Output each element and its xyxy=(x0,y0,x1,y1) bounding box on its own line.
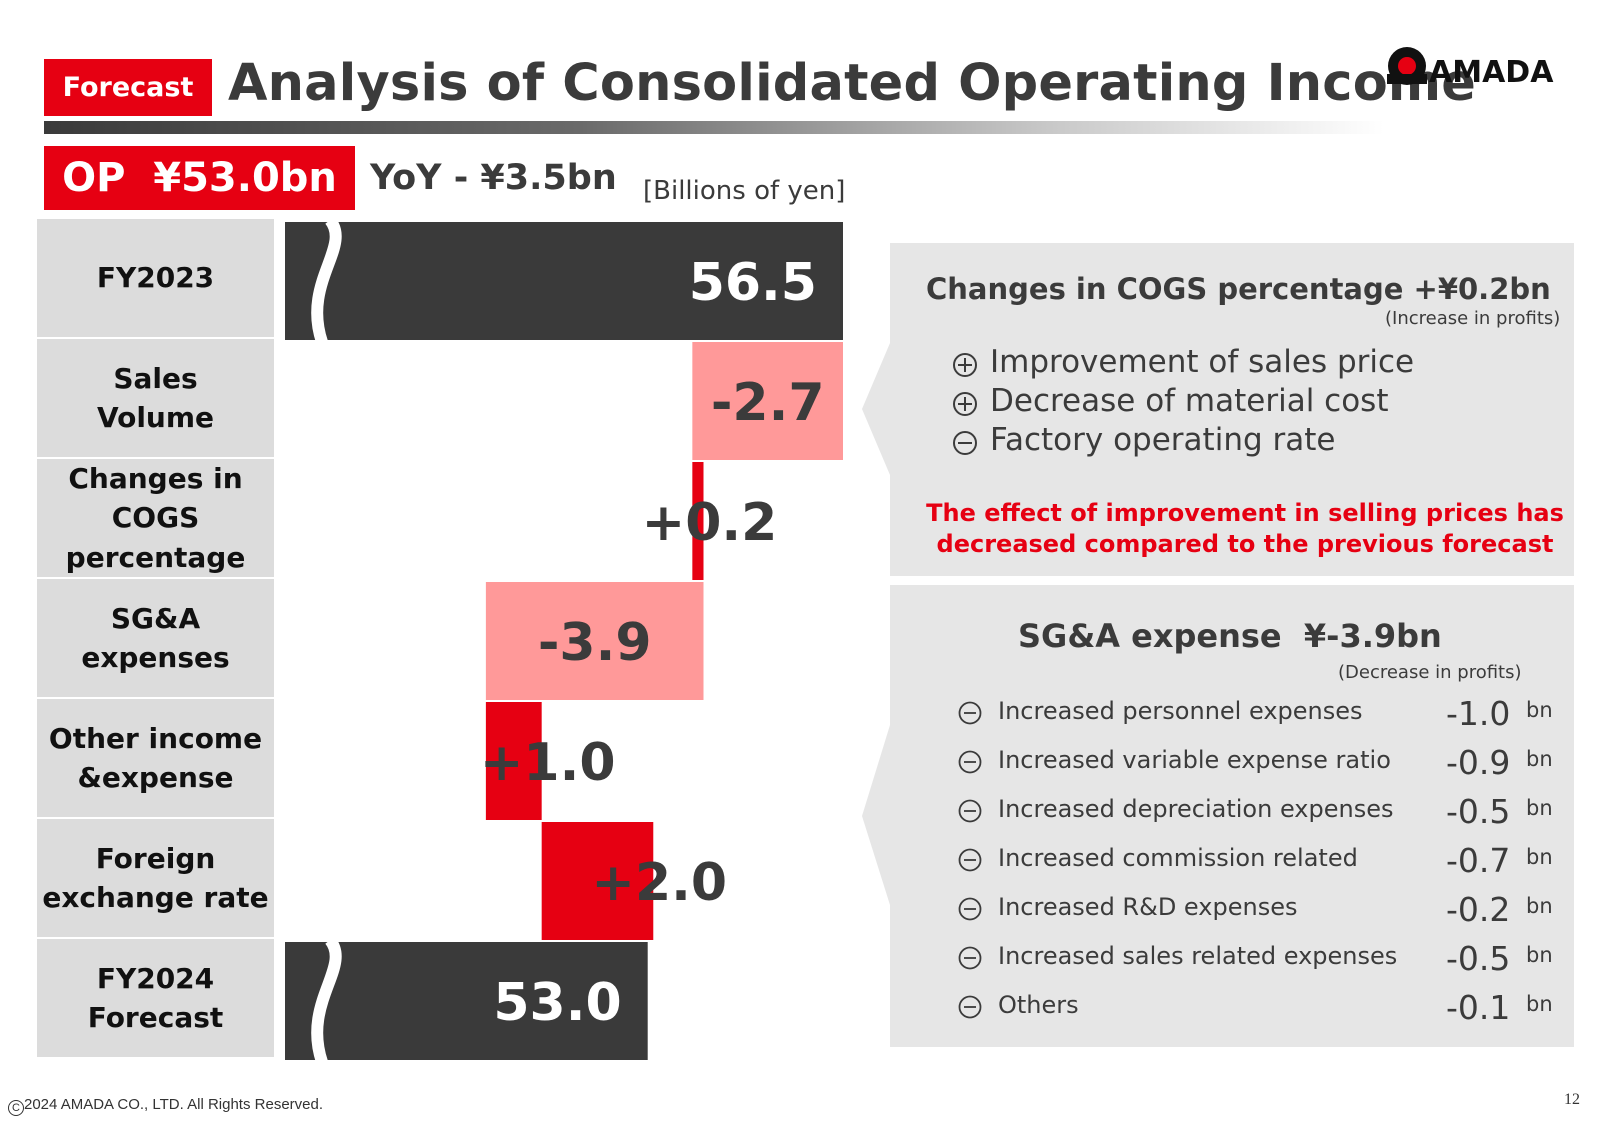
sga-item-value: -1.0 xyxy=(1446,694,1511,733)
page-number: 12 xyxy=(1564,1091,1580,1108)
sga-item-value: -0.5 xyxy=(1446,939,1511,978)
sga-item-value: -0.5 xyxy=(1446,792,1511,831)
minus-circle-icon xyxy=(958,750,982,774)
cogs-note: The effect of improvement in selling pri… xyxy=(926,499,1564,559)
sga-item-unit: bn xyxy=(1526,992,1553,1016)
row-label-fx: Foreign exchange rate xyxy=(37,819,274,937)
sga-item-label: Increased depreciation expenses xyxy=(998,795,1394,823)
sga-item-value: -0.7 xyxy=(1446,841,1511,880)
cogs-item: Factory operating rate xyxy=(990,422,1336,458)
sga-item-label: Increased R&D expenses xyxy=(998,893,1298,921)
waterfall-bar xyxy=(541,822,654,940)
op-total-box: OP ¥53.0bn xyxy=(44,146,355,210)
cogs-panel-bg xyxy=(862,243,1574,576)
data-label: +1.0 xyxy=(480,733,616,793)
sga-item-unit: bn xyxy=(1526,796,1553,820)
page-title: Analysis of Consolidated Operating Incom… xyxy=(228,54,1477,113)
cogs-item: Decrease of material cost xyxy=(990,383,1389,419)
sga-panel-bg xyxy=(862,585,1574,1047)
sga-item-row: Increased sales related expenses -0.5 bn xyxy=(958,939,1558,979)
axis-break-mark xyxy=(311,222,342,344)
minus-circle-icon xyxy=(953,431,977,455)
waterfall-bar xyxy=(285,942,648,1060)
sga-item-unit: bn xyxy=(1526,845,1553,869)
sga-panel-subheading: (Decrease in profits) xyxy=(1338,662,1522,683)
plus-circle-icon xyxy=(953,353,977,377)
logo-wordmark: AMADA xyxy=(1429,55,1554,90)
plus-circle-icon xyxy=(953,392,977,416)
minus-circle-icon xyxy=(958,799,982,823)
copyright-text: 2024 AMADA CO., LTD. All Rights Reserved… xyxy=(24,1096,324,1113)
data-label: 53.0 xyxy=(493,973,621,1033)
minus-circle-icon xyxy=(958,701,982,725)
row-label-fy2024: FY2024 Forecast xyxy=(37,939,274,1057)
sga-item-label: Increased commission related xyxy=(998,844,1358,872)
row-label-sga: SG&A expenses xyxy=(37,579,274,697)
sga-item-row: Increased R&D expenses -0.2 bn xyxy=(958,890,1558,930)
data-label: +0.2 xyxy=(642,493,778,553)
data-label: -3.9 xyxy=(538,613,652,673)
waterfall-chart: 56.5 -2.7 +0.2 -3.9 +1.0 +2.0 53.0 xyxy=(285,222,843,1064)
sga-item-unit: bn xyxy=(1526,943,1553,967)
sga-item-row: Others -0.1 bn xyxy=(958,988,1558,1028)
minus-circle-icon xyxy=(958,946,982,970)
sga-item-row: Increased commission related -0.7 bn xyxy=(958,841,1558,881)
sga-item-unit: bn xyxy=(1526,894,1553,918)
sga-item-value: -0.2 xyxy=(1446,890,1511,929)
data-label: +2.0 xyxy=(591,853,727,913)
sga-item-label: Increased variable expense ratio xyxy=(998,746,1391,774)
cogs-item: Improvement of sales price xyxy=(990,344,1415,380)
forecast-badge: Forecast xyxy=(44,59,212,116)
sga-item-value: -0.9 xyxy=(1446,743,1511,782)
waterfall-bar xyxy=(692,342,843,460)
sga-item-row: Increased depreciation expenses -0.5 bn xyxy=(958,792,1558,832)
data-label: 56.5 xyxy=(689,253,817,313)
sga-item-label: Increased personnel expenses xyxy=(998,697,1363,725)
logo-mark-icon xyxy=(1387,47,1427,85)
yoy-change: YoY - ¥3.5bn xyxy=(370,158,617,198)
copyright-icon: C xyxy=(8,1100,24,1116)
unit-label: [Billions of yen] xyxy=(643,176,846,206)
company-logo: AMADA xyxy=(1387,47,1554,90)
cogs-panel-heading: Changes in COGS percentage +¥0.2bn xyxy=(926,272,1551,306)
waterfall-bar xyxy=(485,582,704,700)
sga-item-label: Others xyxy=(998,991,1079,1019)
sga-panel-heading: SG&A expense ¥-3.9bn xyxy=(1018,617,1442,655)
row-label-other-income: Other income &expense xyxy=(37,699,274,817)
sga-item-unit: bn xyxy=(1526,747,1553,771)
sga-item-value: -0.1 xyxy=(1446,988,1511,1027)
data-label: -2.7 xyxy=(711,373,825,433)
row-label-cogs: Changes in COGS percentage xyxy=(37,459,274,577)
sga-item-row: Increased variable expense ratio -0.9 bn xyxy=(958,743,1558,783)
minus-circle-icon xyxy=(958,897,982,921)
minus-circle-icon xyxy=(958,848,982,872)
copyright-notice: C 2024 AMADA CO., LTD. All Rights Reserve… xyxy=(8,1096,323,1116)
title-underline xyxy=(44,121,1384,134)
waterfall-bar xyxy=(285,222,843,340)
axis-break-mark xyxy=(311,936,342,1064)
sga-item-row: Increased personnel expenses -1.0 bn xyxy=(958,694,1558,734)
row-label-fy2023: FY2023 xyxy=(37,219,274,337)
cogs-panel-subheading: (Increase in profits) xyxy=(1385,308,1561,329)
waterfall-bar xyxy=(692,462,704,580)
waterfall-bar xyxy=(485,702,542,820)
minus-circle-icon xyxy=(958,995,982,1019)
sga-item-label: Increased sales related expenses xyxy=(998,942,1398,970)
sga-item-unit: bn xyxy=(1526,698,1553,722)
row-label-sales-volume: Sales Volume xyxy=(37,339,274,457)
